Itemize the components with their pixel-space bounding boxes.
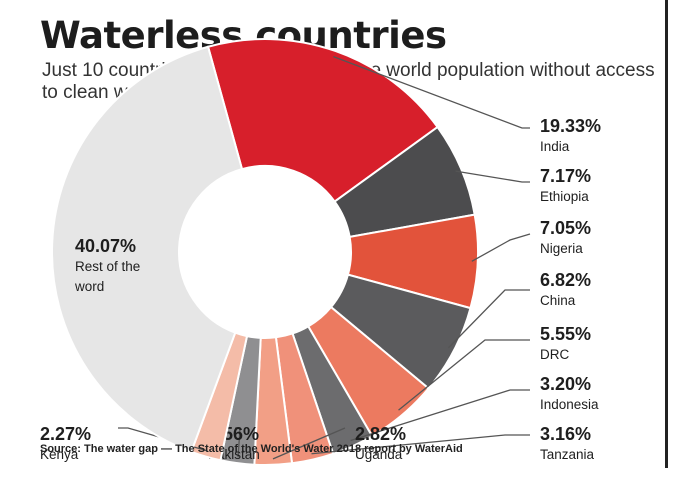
category-label-tanzania: Tanzania <box>540 447 595 462</box>
leader-line-drc <box>398 339 530 411</box>
category-label-nigeria: Nigeria <box>540 241 583 256</box>
leader-line-china <box>448 289 530 349</box>
category-label-ethiopia: Ethiopia <box>540 189 589 204</box>
category-label-indonesia: Indonesia <box>540 397 599 412</box>
category-label-china: China <box>540 293 576 308</box>
slice-rest-of-the-word <box>51 45 244 454</box>
value-label-kenya: 2.27% <box>40 424 91 444</box>
category-label-drc: DRC <box>540 347 569 362</box>
category-label-india: India <box>540 139 570 154</box>
leader-line-nigeria <box>471 233 531 262</box>
value-label-china: 6.82% <box>540 270 591 290</box>
value-label-drc: 5.55% <box>540 324 591 344</box>
value-label-indonesia: 3.20% <box>540 374 591 394</box>
category-label-rest-of-the-word-line2: word <box>74 279 104 294</box>
leader-line-pakistan <box>235 427 241 458</box>
value-label-ethiopia: 7.17% <box>540 166 591 186</box>
leader-line-uganda <box>272 427 346 460</box>
leader-line-ethiopia <box>455 170 530 183</box>
category-label-kenya: Kenya <box>40 447 79 462</box>
value-label-nigeria: 7.05% <box>540 218 591 238</box>
value-label-uganda: 2.82% <box>355 424 406 444</box>
figure-frame <box>22 0 668 468</box>
source-note: Source: The water gap — The State of the… <box>40 443 463 455</box>
leader-line-indonesia <box>350 389 530 442</box>
leader-line-tanzania <box>311 434 530 455</box>
category-label-uganda: Uganda <box>355 447 403 462</box>
leader-line-india <box>333 56 530 129</box>
value-label-india: 19.33% <box>540 116 601 136</box>
category-label-rest-of-the-word-line1: Rest of the <box>75 259 140 274</box>
slice-india <box>206 38 439 203</box>
value-label-rest-of-the-word: 40.07% <box>75 236 136 256</box>
value-label-tanzania: 3.16% <box>540 424 591 444</box>
